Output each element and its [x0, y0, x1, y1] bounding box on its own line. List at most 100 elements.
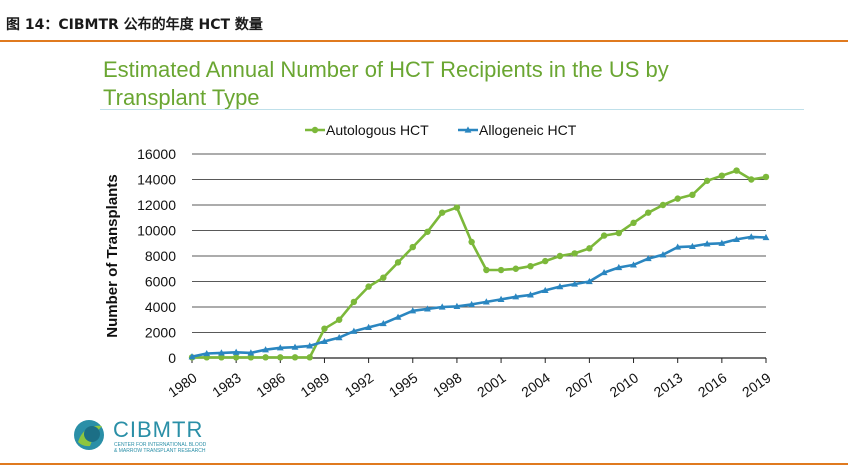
data-point-allogeneic [232, 348, 240, 355]
data-point-allogeneic [203, 349, 211, 357]
data-point-allogeneic [188, 353, 196, 360]
data-point-allogeneic [556, 283, 564, 290]
data-point-allogeneic [438, 303, 446, 310]
data-point-autologous [659, 201, 667, 209]
data-point-autologous [350, 298, 358, 306]
data-point-autologous [335, 316, 343, 323]
data-point-autologous [277, 354, 284, 361]
logo-subtitle: CENTER FOR INTERNATIONAL BLOOD & MARROW … [114, 442, 234, 454]
x-tick-label: 2004 [518, 369, 553, 400]
data-point-autologous [527, 263, 534, 270]
logo-wordmark: CIBMTR [113, 417, 204, 442]
data-point-allogeneic [541, 286, 549, 294]
data-point-autologous [718, 172, 726, 179]
x-tick-label: 2007 [562, 369, 597, 400]
data-point-allogeneic [262, 346, 269, 353]
data-point-autologous [409, 243, 416, 251]
data-point-autologous [453, 204, 461, 211]
logo-subtitle-line-2: & MARROW TRANSPLANT RESEARCH [114, 448, 206, 454]
data-point-allogeneic [585, 277, 593, 285]
data-point-allogeneic [600, 268, 608, 276]
data-point-allogeneic [703, 240, 711, 247]
data-point-autologous [586, 245, 593, 252]
data-point-allogeneic [335, 334, 343, 341]
data-point-allogeneic [321, 337, 328, 345]
y-tick-label: 4000 [145, 299, 176, 315]
data-point-autologous [262, 354, 269, 361]
chart-title-line-1: Estimated Annual Number of HCT Recipient… [103, 57, 669, 82]
data-point-autologous [512, 265, 519, 272]
data-point-allogeneic [468, 300, 476, 308]
data-point-autologous [674, 195, 681, 202]
data-point-allogeneic [571, 280, 579, 287]
data-point-autologous [542, 257, 549, 265]
data-point-allogeneic [365, 323, 373, 330]
data-point-allogeneic [718, 239, 726, 246]
x-tick-label: 2001 [474, 369, 509, 400]
x-tick-label: 1992 [342, 369, 377, 400]
data-point-allogeneic [424, 305, 431, 312]
x-tick-label: 1989 [297, 369, 332, 400]
series-line-autologous [192, 169, 767, 359]
data-point-autologous [733, 167, 740, 174]
data-point-autologous [571, 250, 578, 257]
y-tick-label: 6000 [145, 274, 176, 290]
data-point-autologous [497, 266, 505, 274]
data-point-allogeneic [733, 235, 740, 243]
y-tick-label: 10000 [137, 223, 176, 239]
data-point-autologous [748, 176, 755, 183]
data-point-allogeneic [453, 302, 461, 309]
data-point-allogeneic [527, 291, 534, 298]
data-point-allogeneic [659, 251, 667, 258]
data-point-autologous [689, 191, 696, 198]
y-tick-label: 0 [168, 350, 176, 366]
y-tick-label: 14000 [137, 172, 176, 188]
data-point-allogeneic [630, 261, 637, 268]
title-divider [100, 109, 804, 110]
legend-marker-autologous [311, 126, 319, 134]
y-tick-label: 8000 [145, 248, 176, 264]
y-axis-title: Number of Transplants [104, 174, 121, 337]
data-point-allogeneic [276, 344, 284, 351]
data-point-autologous [703, 177, 711, 184]
data-point-autologous [291, 354, 299, 361]
legend-marker-allogeneic [464, 126, 472, 133]
cibmtr-logo-icon [74, 420, 104, 450]
data-point-allogeneic [291, 343, 299, 350]
data-point-allogeneic [482, 298, 490, 305]
x-tick-label: 1986 [253, 369, 288, 400]
chart-title-line-2: Transplant Type [103, 85, 260, 110]
x-tick-label: 2013 [651, 369, 686, 400]
bottom-divider [0, 463, 848, 465]
data-point-allogeneic [409, 307, 417, 314]
data-point-autologous [645, 209, 652, 216]
legend-label-allogeneic: Allogeneic HCT [479, 122, 577, 138]
data-point-allogeneic [762, 233, 770, 241]
data-point-autologous [615, 229, 623, 237]
data-point-autologous [394, 259, 402, 266]
x-tick-label: 2016 [695, 369, 730, 400]
data-point-autologous [439, 209, 446, 216]
data-point-allogeneic [689, 242, 696, 250]
x-tick-label: 1998 [430, 369, 465, 400]
data-point-allogeneic [644, 254, 652, 262]
data-point-allogeneic [497, 295, 505, 302]
logo-subtitle-line-1: CENTER FOR INTERNATIONAL BLOOD [114, 442, 207, 448]
legend-label-autologous: Autologous HCT [326, 122, 429, 138]
data-point-autologous [380, 274, 387, 281]
data-point-allogeneic [247, 349, 255, 356]
data-point-autologous [630, 219, 637, 227]
data-point-allogeneic [674, 243, 682, 250]
top-divider [0, 40, 848, 42]
data-point-allogeneic [512, 293, 520, 300]
y-tick-label: 16000 [137, 146, 176, 162]
y-tick-label: 12000 [137, 197, 176, 213]
data-point-autologous [600, 232, 608, 239]
data-point-allogeneic [306, 342, 314, 349]
x-tick-label: 1980 [165, 369, 200, 400]
data-point-allogeneic [394, 313, 402, 320]
data-point-allogeneic [747, 233, 755, 240]
data-point-autologous [306, 354, 313, 361]
data-point-autologous [556, 252, 564, 260]
